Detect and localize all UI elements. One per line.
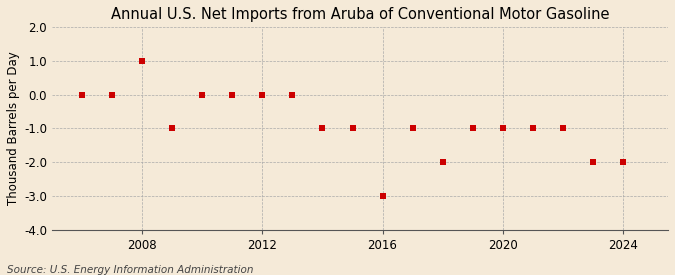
Title: Annual U.S. Net Imports from Aruba of Conventional Motor Gasoline: Annual U.S. Net Imports from Aruba of Co… [111, 7, 610, 22]
Point [497, 126, 508, 131]
Point [317, 126, 328, 131]
Point [467, 126, 478, 131]
Point [107, 92, 117, 97]
Point [558, 126, 568, 131]
Point [287, 92, 298, 97]
Point [407, 126, 418, 131]
Text: Source: U.S. Energy Information Administration: Source: U.S. Energy Information Administ… [7, 265, 253, 275]
Point [437, 160, 448, 164]
Point [527, 126, 538, 131]
Point [227, 92, 238, 97]
Point [197, 92, 208, 97]
Point [77, 92, 88, 97]
Point [347, 126, 358, 131]
Y-axis label: Thousand Barrels per Day: Thousand Barrels per Day [7, 51, 20, 205]
Point [257, 92, 268, 97]
Point [167, 126, 178, 131]
Point [377, 194, 388, 198]
Point [137, 59, 148, 63]
Point [587, 160, 598, 164]
Point [618, 160, 628, 164]
